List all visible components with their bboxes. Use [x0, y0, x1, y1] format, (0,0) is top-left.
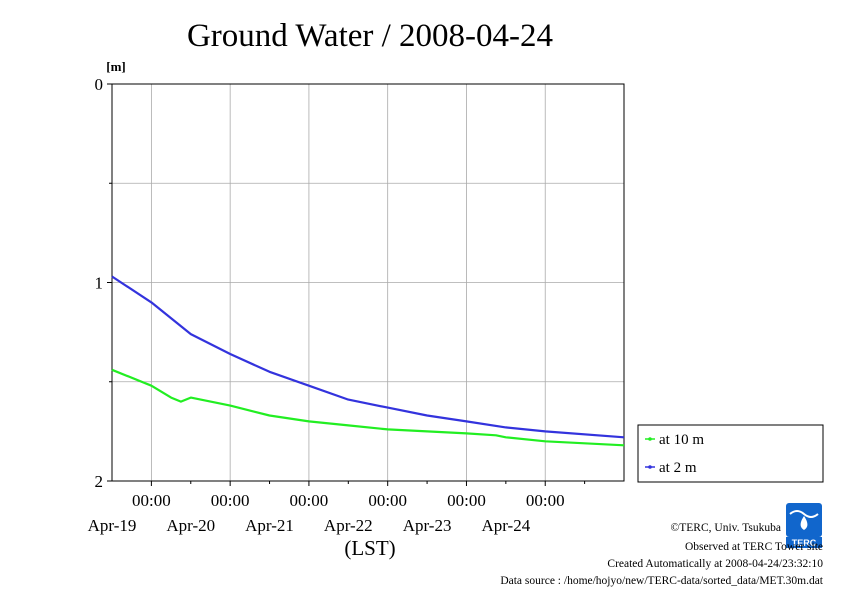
x-tick-time-label: 00:00 — [211, 491, 250, 510]
x-tick-date-label: Apr-22 — [324, 516, 373, 535]
series-line-1 — [111, 275, 625, 439]
x-tick-date-label: Apr-24 — [481, 516, 530, 535]
grid-lines — [112, 84, 624, 481]
legend-label: at 2 m — [659, 460, 697, 476]
legend: at 10 m at 2 m — [637, 424, 824, 483]
y-tick-label: 0 — [95, 75, 104, 94]
footer-observed: Observed at TERC Tower site — [685, 541, 823, 553]
x-tick-time-label: 00:00 — [132, 491, 171, 510]
y-tick-label: 1 — [95, 274, 104, 293]
y-axis: 0 1 2 — [95, 75, 112, 491]
x-tick-time-label: 00:00 — [526, 491, 565, 510]
series-layer — [111, 275, 625, 447]
legend-box — [637, 424, 824, 483]
logo-text: TERC — [792, 538, 817, 548]
footer-copyright: ©TERC, Univ. Tsukuba — [671, 522, 781, 534]
x-tick-date-label: Apr-20 — [166, 516, 215, 535]
x-tick-time-label: 00:00 — [447, 491, 486, 510]
footer-source: Data source : /home/hojyo/new/TERC-data/… — [500, 575, 823, 587]
legend-marker — [648, 437, 652, 441]
legend-marker — [648, 465, 652, 469]
footer-created: Created Automatically at 2008-04-24/23:3… — [607, 558, 823, 570]
y-axis-unit: [m] — [106, 59, 126, 74]
terc-logo-icon: TERC — [786, 503, 822, 548]
legend-label: at 10 m — [659, 432, 704, 448]
x-axis: 00:00 Apr-19 00:00 Apr-20 00:00 Apr-21 00:00 Ap… — [88, 481, 586, 535]
x-tick-time-label: 00:00 — [290, 491, 329, 510]
x-axis-label: (LST) — [344, 536, 395, 560]
x-tick-date-label: Apr-21 — [245, 516, 294, 535]
x-tick-time-label: 00:00 — [368, 491, 407, 510]
chart-title: Ground Water / 2008-04-24 — [187, 18, 553, 54]
x-tick-date-label: Apr-23 — [403, 516, 452, 535]
series-line-0 — [111, 368, 625, 447]
y-tick-label: 2 — [95, 472, 104, 491]
x-tick-date-label: Apr-19 — [88, 516, 137, 535]
